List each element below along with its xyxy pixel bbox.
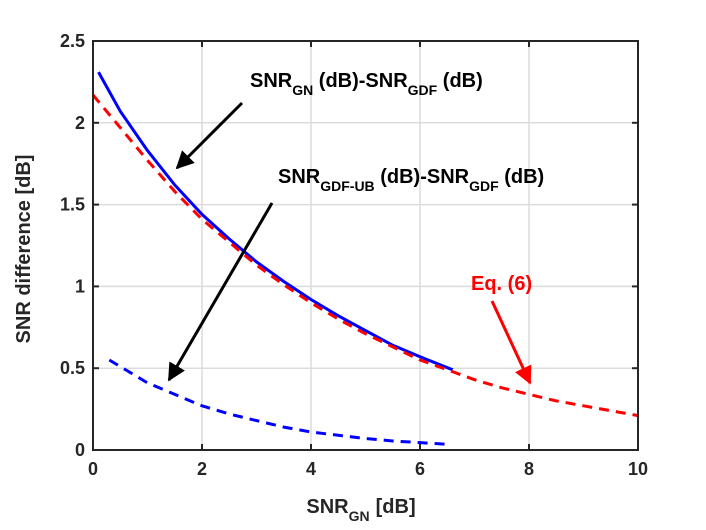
plot-series bbox=[91, 71, 639, 446]
x-axis-label-sub: GN bbox=[349, 508, 370, 524]
series-line-gn_minus_gdf bbox=[97, 71, 454, 372]
x-axis-label-main: SNR bbox=[306, 496, 349, 518]
series-line-gdfub_minus_gdf bbox=[108, 358, 448, 446]
x-tick-label: 2 bbox=[197, 459, 207, 479]
y-tick-label: 1.5 bbox=[60, 195, 85, 215]
x-axis-label-suffix: [dB] bbox=[376, 496, 416, 518]
annotation-text-part: (dB) bbox=[437, 70, 483, 92]
annotation-arrow-gdfub-gdf bbox=[167, 202, 274, 382]
annotations: SNRGN (dB)-SNRGDF (dB) SNRGDF-UB (dB)-SN… bbox=[167, 70, 544, 385]
x-axis-label: SNRGN [dB] bbox=[306, 496, 415, 524]
plot-frame bbox=[92, 40, 639, 451]
x-tick-label: 0 bbox=[88, 459, 98, 479]
y-tick-label: 0 bbox=[75, 440, 85, 460]
x-tick-label: 4 bbox=[306, 459, 316, 479]
y-tick-label: 1 bbox=[75, 276, 85, 296]
y-tick-label: 2.5 bbox=[60, 31, 85, 51]
annotation-arrow-eq6 bbox=[490, 300, 532, 385]
x-tick-label: 10 bbox=[628, 459, 648, 479]
annotation-text-part: (dB)-SNR bbox=[375, 166, 470, 188]
y-tick-label: 0.5 bbox=[60, 358, 85, 378]
annotation-text-part: GDF bbox=[408, 82, 438, 98]
y-tick-label: 2 bbox=[75, 113, 85, 133]
annotation-text-part: SNR bbox=[250, 70, 293, 92]
axis-ticks bbox=[92, 40, 639, 451]
annotation-text-part: Eq. (6) bbox=[471, 273, 532, 295]
annotation-snr-gn-minus-gdf: SNRGN (dB)-SNRGDF (dB) bbox=[250, 70, 483, 98]
annotation-text-part: (dB) bbox=[499, 166, 545, 188]
x-tick-label: 8 bbox=[524, 459, 534, 479]
annotation-arrow-gn-gdf bbox=[175, 101, 244, 170]
annotation-text-part: GDF bbox=[469, 178, 499, 194]
x-tick-label: 6 bbox=[415, 459, 425, 479]
tick-labels: 0 2 4 6 8 10 0 0.5 1 1.5 2 2.5 bbox=[60, 31, 648, 479]
annotation-eq6: Eq. (6) bbox=[471, 273, 532, 295]
annotation-text-part: GN bbox=[292, 82, 313, 98]
grid-lines bbox=[92, 40, 639, 451]
y-axis-label: SNR difference [dB] bbox=[13, 155, 35, 344]
annotation-text-part: SNR bbox=[278, 166, 321, 188]
annotation-text-part: (dB)-SNR bbox=[313, 70, 408, 92]
annotation-snr-gdfub-minus-gdf: SNRGDF-UB (dB)-SNRGDF (dB) bbox=[278, 166, 544, 194]
annotation-text-part: GDF-UB bbox=[320, 178, 374, 194]
series-line-eq6 bbox=[91, 94, 639, 418]
